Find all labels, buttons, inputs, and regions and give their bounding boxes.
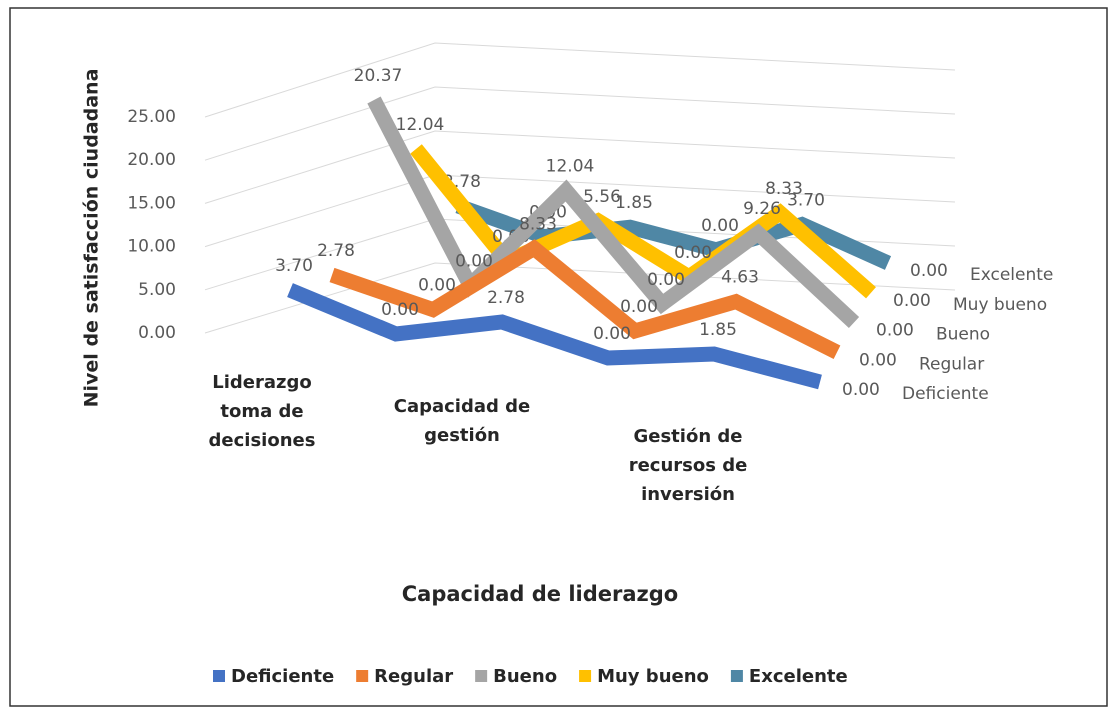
data-label: 8.33	[765, 179, 803, 199]
legend-swatch	[213, 670, 225, 682]
data-label: 0.00	[455, 251, 493, 271]
data-label: 0.00	[910, 261, 948, 281]
data-label: 12.04	[546, 157, 595, 177]
data-label: 5.56	[583, 187, 621, 207]
legend-label: Bueno	[493, 666, 557, 687]
grid-line	[204, 86, 956, 161]
data-label: 0.00	[842, 380, 880, 400]
y-tick-label: 25.00	[127, 107, 176, 127]
data-label: 4.63	[721, 268, 759, 288]
grid-line	[204, 262, 956, 334]
grid-line	[204, 130, 956, 204]
series-axis-label: Deficiente	[902, 384, 989, 404]
legend-label: Muy bueno	[597, 666, 709, 687]
grid: 0.00 5.00 10.00 15.00 20.00 25.00	[127, 42, 956, 343]
series-ribbon	[329, 239, 841, 359]
plot: 2.78 0.00 1.85 0.00 3.70 0.00 Excelente 12.04 0.…	[275, 66, 1053, 404]
data-label: 0.00	[893, 291, 931, 311]
y-tick-label: 10.00	[127, 237, 176, 257]
data-label: 2.78	[487, 288, 525, 308]
legend-swatch	[579, 670, 592, 682]
legend: Deficiente Regular Bueno Muy bueno Excelente	[213, 666, 848, 687]
data-label: 0.00	[418, 276, 456, 296]
legend-label: Excelente	[749, 666, 848, 687]
data-label: 3.70	[787, 190, 825, 210]
chart-frame	[9, 7, 1108, 707]
x-axis-title: Capacidad de liderazgo	[402, 582, 678, 606]
data-label: 0.00	[876, 321, 914, 341]
data-label: 20.37	[354, 66, 403, 86]
data-label: 0.00	[674, 243, 712, 263]
y-tick-label: 0.00	[138, 323, 176, 343]
data-label: 8.33	[519, 214, 557, 234]
data-label: 1.85	[615, 193, 653, 213]
data-label: 0.00	[859, 350, 897, 370]
legend-label: Regular	[374, 666, 453, 687]
series-ribbon	[410, 144, 876, 299]
data-label: 2.78	[317, 241, 355, 261]
grid-line	[204, 42, 956, 118]
legend-swatch	[730, 670, 743, 682]
x-tick-label: Capacidad de gestión	[393, 396, 531, 446]
series-axis-label: Muy bueno	[953, 295, 1047, 315]
series-axis-label: Regular	[919, 354, 984, 374]
data-label: 1.85	[699, 320, 737, 340]
data-label: 9.26	[743, 199, 781, 219]
x-tick-label: Liderazgo toma de decisiones	[208, 372, 316, 451]
y-tick-label: 5.00	[138, 280, 176, 300]
data-label: 3.70	[275, 256, 313, 276]
series-axis-label: Bueno	[936, 325, 990, 345]
data-label: 0.00	[701, 216, 739, 236]
legend-label: Deficiente	[231, 666, 334, 687]
legend-swatch	[356, 670, 369, 682]
data-label: 0.00	[620, 297, 658, 317]
x-tick-label: Gestión de recursos de inversión	[628, 426, 748, 505]
series-ribbon	[367, 96, 860, 328]
y-axis-title: Nivel de satisfacción ciudadana	[81, 69, 103, 408]
legend-swatch	[475, 670, 488, 682]
y-tick-label: 20.00	[127, 150, 176, 170]
data-label: 12.04	[396, 115, 445, 135]
series-ribbon	[287, 283, 822, 390]
data-label: 0.00	[381, 300, 419, 320]
y-tick-label: 15.00	[127, 193, 176, 213]
data-label: 0.00	[593, 324, 631, 344]
series-axis-label: Excelente	[970, 265, 1053, 285]
data-label: 0.00	[647, 270, 685, 290]
